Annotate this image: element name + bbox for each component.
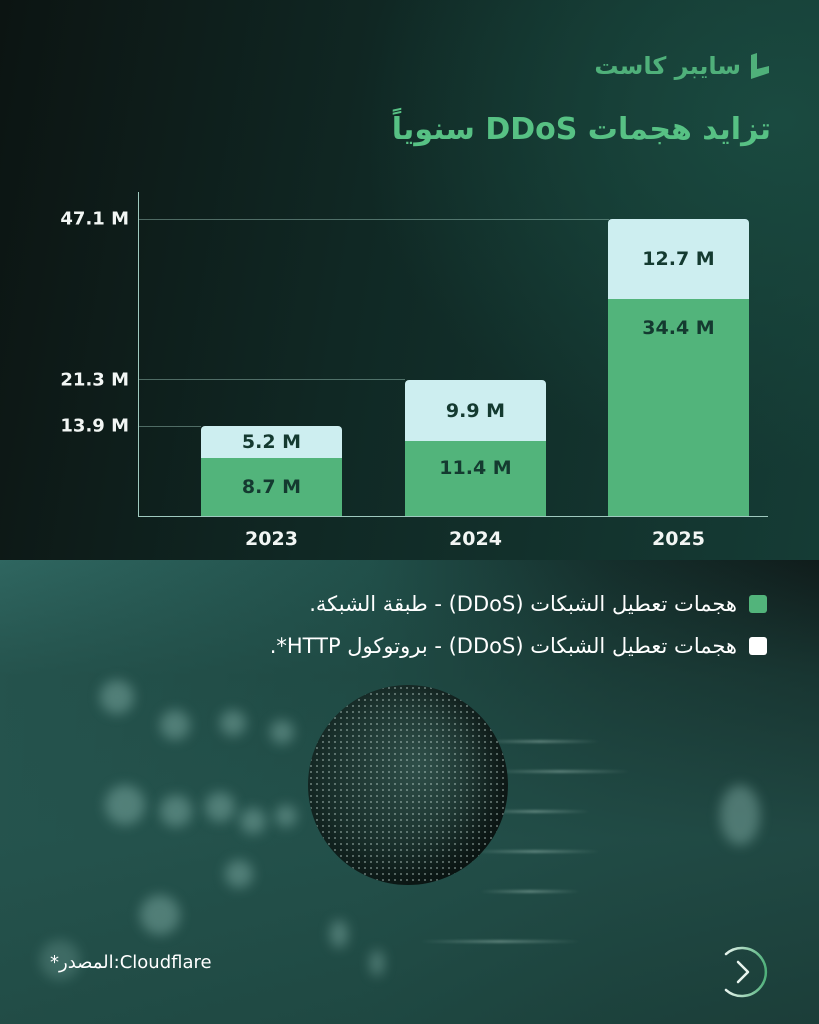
x-tick-2025: 2025 bbox=[652, 528, 705, 550]
gridline-13-9 bbox=[139, 426, 201, 427]
bar-segment-http: 5.2 M bbox=[201, 426, 342, 458]
x-tick-2024: 2024 bbox=[449, 528, 502, 550]
segment-value: 8.7 M bbox=[241, 476, 302, 498]
bar-segment-network: 8.7 M bbox=[201, 458, 342, 516]
bar-2023: 5.2 M 8.7 M bbox=[201, 426, 342, 516]
legend-item-http: هجمات تعطيل الشبكات (DDoS) - بروتوكول HT… bbox=[270, 634, 767, 658]
brand-name: سايبر كاست bbox=[594, 52, 741, 80]
bar-segment-network: 11.4 M bbox=[405, 441, 546, 516]
bar-2025: 12.7 M 34.4 M bbox=[608, 219, 749, 516]
stacked-bar-chart: 47.1 M 21.3 M 13.9 M 5.2 M 8.7 M 9.9 M 1… bbox=[60, 192, 768, 550]
arrow-right-circle-icon[interactable] bbox=[708, 944, 768, 1000]
segment-value: 11.4 M bbox=[439, 457, 512, 479]
y-axis bbox=[138, 192, 139, 517]
segment-value: 9.9 M bbox=[445, 399, 506, 422]
globe-graphic bbox=[308, 685, 508, 885]
segment-value: 12.7 M bbox=[642, 248, 715, 270]
legend-item-network: هجمات تعطيل الشبكات (DDoS) - طبقة الشبكة… bbox=[309, 592, 767, 616]
x-axis bbox=[138, 516, 768, 517]
gridline-21-3 bbox=[139, 379, 405, 380]
legend-label: هجمات تعطيل الشبكات (DDoS) - بروتوكول HT… bbox=[269, 634, 737, 658]
bar-2024: 9.9 M 11.4 M bbox=[405, 380, 546, 516]
source-note: *المصدر:Cloudflare bbox=[50, 952, 212, 973]
y-tick: 47.1 M bbox=[60, 208, 129, 230]
y-tick: 13.9 M bbox=[60, 415, 129, 437]
bar-segment-http: 12.7 M bbox=[608, 219, 749, 299]
chart-title: تزايد هجمات DDoS سنوياً bbox=[391, 112, 771, 147]
legend-label: هجمات تعطيل الشبكات (DDoS) - طبقة الشبكة… bbox=[309, 592, 737, 616]
segment-value: 34.4 M bbox=[642, 317, 715, 339]
bar-segment-http: 9.9 M bbox=[405, 380, 546, 441]
x-tick-2023: 2023 bbox=[245, 528, 298, 550]
segment-value: 5.2 M bbox=[241, 431, 302, 453]
legend-swatch-white bbox=[749, 637, 767, 655]
bar-segment-network: 34.4 M bbox=[608, 299, 749, 516]
brand: سايبر كاست bbox=[594, 52, 771, 80]
legend-swatch-green bbox=[749, 595, 767, 613]
brand-logo-icon bbox=[751, 53, 769, 79]
gridline-47-1 bbox=[139, 219, 609, 220]
y-tick: 21.3 M bbox=[60, 369, 129, 391]
background-image bbox=[0, 560, 819, 1024]
